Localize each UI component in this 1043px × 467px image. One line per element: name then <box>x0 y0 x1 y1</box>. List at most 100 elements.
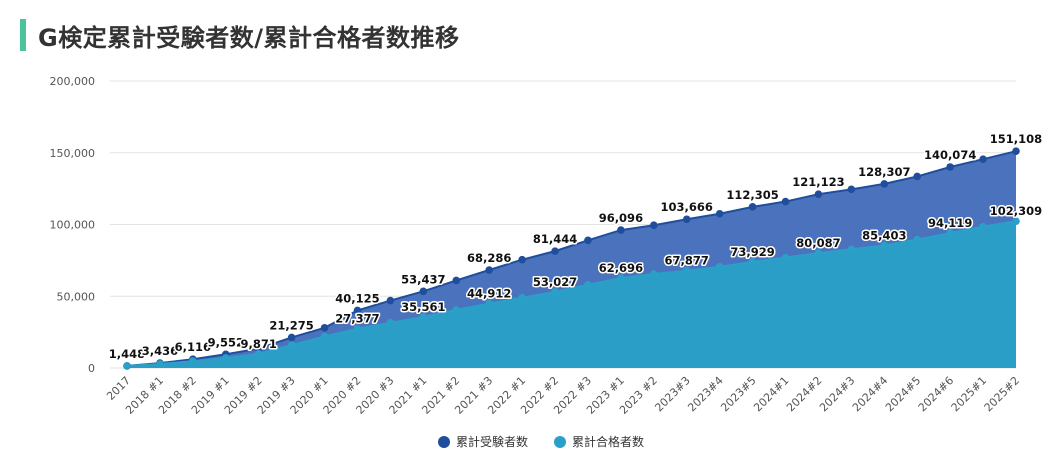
data-label-pass: 35,561 <box>401 300 445 314</box>
data-point-exam[interactable] <box>617 226 625 234</box>
series-line-pass <box>126 220 1017 367</box>
data-point-pass[interactable] <box>682 266 691 275</box>
data-point-pass[interactable] <box>748 258 757 266</box>
legend-marker-pass <box>554 436 566 448</box>
y-axis-ticks: 0 50,000 100,000 150,000 200,000 <box>50 75 96 375</box>
series-line-exam <box>126 150 1017 367</box>
data-point-pass[interactable] <box>584 280 592 289</box>
y-tick-label: 150,000 <box>50 147 96 160</box>
data-point-pass[interactable] <box>913 235 922 244</box>
data-point-pass[interactable] <box>485 299 493 308</box>
series-lines <box>126 150 1017 367</box>
data-label-exam: 40,125 <box>335 291 379 305</box>
data-point-pass[interactable] <box>254 350 263 358</box>
data-label-exam: 68,286 <box>467 251 511 265</box>
data-label-pass: 73,929 <box>730 245 774 259</box>
x-tick-label: 2025#1 <box>949 374 989 414</box>
data-point-exam[interactable] <box>254 344 263 353</box>
data-point-exam[interactable] <box>353 306 362 315</box>
data-label-pass: 44,912 <box>467 287 511 301</box>
data-label-exam: 112,305 <box>726 188 778 202</box>
data-label-exam: 3,436 <box>142 344 178 358</box>
data-point-exam[interactable] <box>584 236 592 245</box>
data-point-exam[interactable] <box>682 215 691 224</box>
x-tick-label: 2024#1 <box>751 374 791 414</box>
legend-label-pass[interactable]: 累計合格者数 <box>572 434 644 449</box>
data-point-pass[interactable] <box>419 313 428 321</box>
data-point-pass[interactable] <box>123 362 131 370</box>
data-point-pass[interactable] <box>880 241 889 250</box>
data-point-exam[interactable] <box>419 287 428 296</box>
y-tick-label: 100,000 <box>50 219 96 232</box>
data-point-pass[interactable] <box>946 229 954 237</box>
data-label-pass: 27,377 <box>335 312 379 326</box>
data-point-exam[interactable] <box>485 266 493 274</box>
data-point-exam[interactable] <box>320 324 329 332</box>
data-point-exam[interactable] <box>880 180 889 188</box>
series-points <box>123 147 1020 370</box>
data-point-exam[interactable] <box>452 276 461 285</box>
data-label-exam: 81,444 <box>533 232 577 246</box>
data-label-exam: 96,096 <box>599 211 643 225</box>
x-tick-label: 2017 <box>104 374 133 403</box>
data-point-exam[interactable] <box>946 163 954 171</box>
data-point-pass[interactable] <box>518 293 526 302</box>
x-tick-label: 2023#5 <box>718 374 758 414</box>
data-point-exam[interactable] <box>551 247 559 255</box>
data-point-exam[interactable] <box>1012 147 1020 155</box>
data-point-pass[interactable] <box>221 354 230 362</box>
data-label-exam: 9,552 <box>208 335 244 349</box>
legend-label-exam[interactable]: 累計受験者数 <box>456 434 528 449</box>
data-point-pass[interactable] <box>617 274 625 282</box>
data-point-exam[interactable] <box>781 197 790 206</box>
data-label-pass: 67,877 <box>665 254 709 268</box>
data-point-pass[interactable] <box>386 318 395 327</box>
x-tick-label: 2025#2 <box>982 374 1022 414</box>
data-point-pass[interactable] <box>189 357 197 365</box>
y-tick-label: 200,000 <box>50 75 96 88</box>
data-point-exam[interactable] <box>650 221 658 230</box>
data-label-exam: 121,123 <box>792 175 844 189</box>
data-point-exam[interactable] <box>386 296 395 305</box>
data-point-pass[interactable] <box>287 341 296 349</box>
data-label-pass: 80,087 <box>796 236 840 250</box>
data-point-pass[interactable] <box>1012 217 1020 225</box>
data-point-pass[interactable] <box>353 324 362 333</box>
data-point-exam[interactable] <box>287 333 296 342</box>
data-label-exam: 1,448 <box>109 347 145 361</box>
data-label-exam: 151,108 <box>990 132 1042 146</box>
y-tick-label: 50,000 <box>57 290 96 303</box>
data-point-pass[interactable] <box>715 263 724 271</box>
data-label-exam: 21,275 <box>269 318 313 332</box>
data-point-exam[interactable] <box>913 172 922 181</box>
data-point-pass[interactable] <box>551 288 559 296</box>
data-point-exam[interactable] <box>518 255 526 264</box>
legend: 累計受験者数 累計合格者数 <box>438 434 644 449</box>
data-label-pass: 94,119 <box>928 216 972 230</box>
data-point-pass[interactable] <box>847 245 856 253</box>
data-point-exam[interactable] <box>847 185 856 194</box>
legend-marker-exam <box>438 436 450 448</box>
data-point-exam[interactable] <box>748 203 757 211</box>
data-label-pass: 62,696 <box>599 261 643 275</box>
data-label-exam: 140,074 <box>924 148 976 162</box>
data-point-exam[interactable] <box>814 190 823 198</box>
data-point-pass[interactable] <box>452 306 461 314</box>
data-point-pass[interactable] <box>650 270 658 278</box>
data-point-pass[interactable] <box>814 249 823 257</box>
x-tick-label: 2024#3 <box>817 374 857 414</box>
data-point-exam[interactable] <box>979 155 987 164</box>
data-point-pass[interactable] <box>156 360 164 368</box>
data-point-exam[interactable] <box>715 209 724 218</box>
data-label-pass: 85,403 <box>862 228 906 242</box>
data-point-pass[interactable] <box>320 332 329 341</box>
data-label-pass: 9,871 <box>241 337 277 351</box>
y-tick-label: 0 <box>88 362 95 375</box>
x-tick-label: 2024#5 <box>883 374 923 414</box>
data-point-pass[interactable] <box>979 222 987 231</box>
data-label-pass: 102,309 <box>990 204 1042 218</box>
data-point-pass[interactable] <box>781 253 790 262</box>
